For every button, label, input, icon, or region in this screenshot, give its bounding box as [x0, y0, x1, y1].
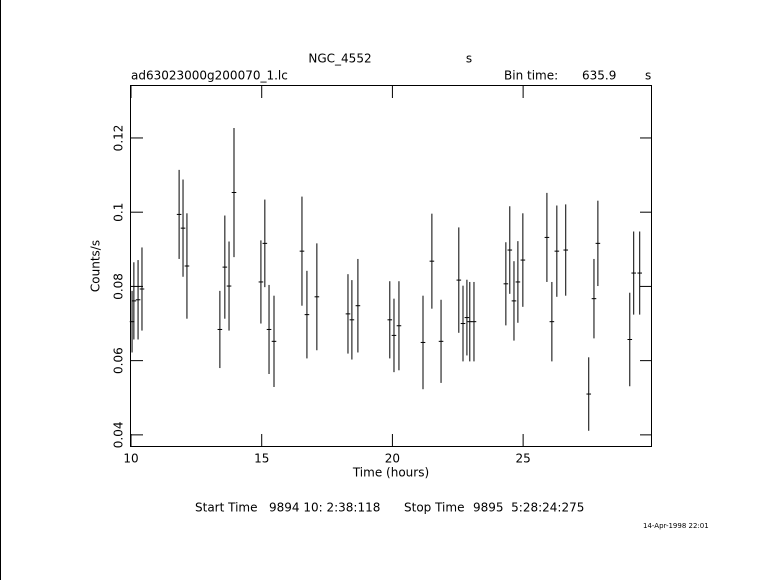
x-tick-label: 20	[385, 452, 400, 466]
y-tick-label: 0.06	[112, 347, 126, 374]
x-tick-label: 10	[123, 452, 138, 466]
y-tick-label: 0.04	[112, 422, 126, 449]
bin-time: 635.9	[582, 69, 616, 83]
start-label: Start Time	[195, 501, 258, 515]
start-time: 9894 10: 2:38:118	[269, 501, 380, 515]
x-axis-label: Time (hours)	[352, 466, 429, 480]
title-suffix: s	[466, 52, 472, 66]
y-tick-label: 0.1	[112, 203, 126, 222]
stop-label: Stop Time	[404, 501, 464, 515]
bin-time-label: Bin time:	[504, 69, 558, 83]
file-name: ad63023000g200070_1.lc	[131, 69, 288, 83]
y-tick-label: 0.08	[112, 273, 126, 300]
timestamp: 14-Apr-1998 22:01	[643, 522, 709, 530]
chart-title: NGC_4552	[308, 52, 371, 66]
x-tick-label: 25	[515, 452, 530, 466]
stop-time: 9895 5:28:24:275	[473, 501, 584, 515]
y-axis-label: Counts/s	[89, 240, 103, 292]
plot-frame	[130, 85, 652, 447]
x-tick-label: 15	[254, 452, 269, 466]
bin-time-unit: s	[645, 69, 651, 83]
y-tick-label: 0.12	[112, 125, 126, 152]
